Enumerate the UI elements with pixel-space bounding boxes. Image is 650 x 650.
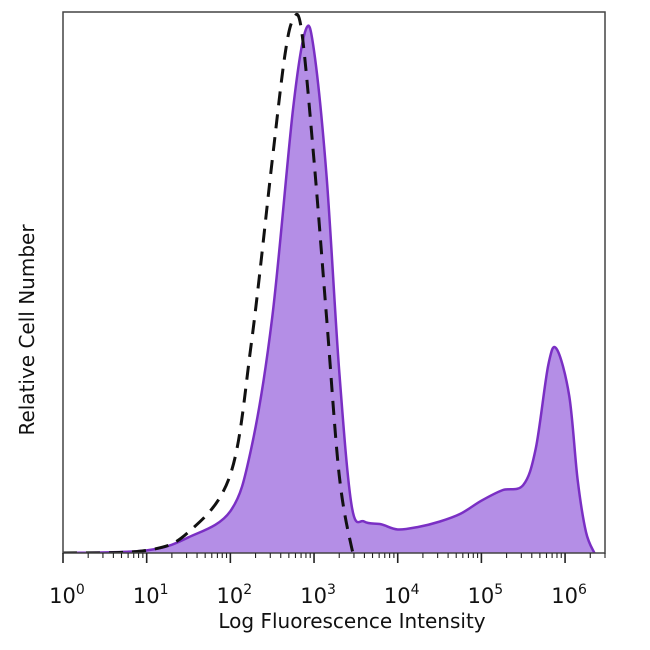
- control-histogram-dashed: [63, 12, 358, 553]
- x-tick-label: 106: [551, 582, 587, 608]
- x-tick-label: 104: [384, 582, 420, 608]
- x-axis-ticks: [62, 553, 606, 563]
- x-tick-label: 102: [217, 582, 253, 608]
- x-axis-tick-labels: 100 101 102 103 104 105 106: [49, 582, 587, 608]
- x-tick-label: 100: [49, 582, 85, 608]
- stained-histogram-outline: [63, 24, 596, 553]
- x-tick-label: 105: [468, 582, 504, 608]
- plot-frame: [62, 11, 606, 554]
- x-axis-title: Log Fluorescence Intensity: [218, 609, 485, 633]
- y-axis-title: Relative Cell Number: [15, 224, 39, 436]
- series-layer: [63, 12, 596, 553]
- x-tick-label: 101: [133, 582, 169, 608]
- x-tick-label: 103: [300, 582, 336, 608]
- stained-histogram-fill: [63, 25, 595, 553]
